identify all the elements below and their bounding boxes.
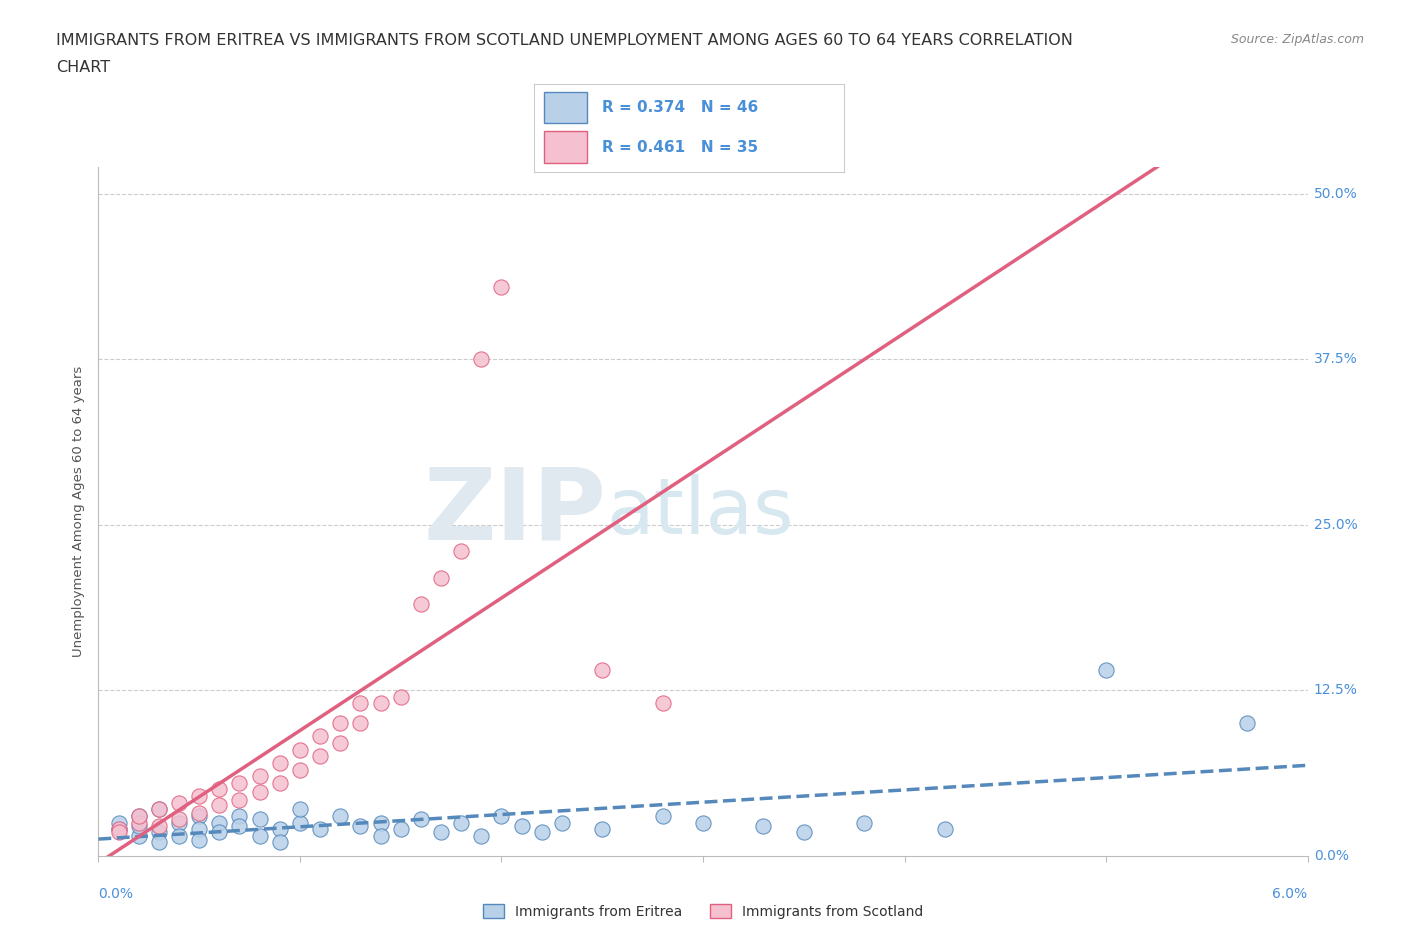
Point xyxy=(591,663,613,678)
Text: 0.0%: 0.0% xyxy=(98,886,134,900)
Point xyxy=(107,815,129,830)
Point xyxy=(188,805,211,820)
Text: atlas: atlas xyxy=(606,473,794,550)
Point xyxy=(228,792,250,807)
Point xyxy=(249,811,271,826)
Text: 0.0%: 0.0% xyxy=(1313,848,1348,863)
Point xyxy=(188,832,211,847)
Point xyxy=(370,829,392,844)
Point xyxy=(167,829,190,844)
Point xyxy=(269,822,291,837)
Point xyxy=(409,597,432,612)
Point xyxy=(450,544,472,559)
Point xyxy=(491,808,513,823)
Point xyxy=(288,742,311,757)
Point xyxy=(148,802,170,817)
Point xyxy=(491,279,513,294)
Point xyxy=(329,808,352,823)
Point xyxy=(551,815,574,830)
Point xyxy=(692,815,714,830)
Text: 12.5%: 12.5% xyxy=(1313,684,1358,698)
Point xyxy=(128,819,150,834)
Point xyxy=(228,776,250,790)
Point xyxy=(228,819,250,834)
Point xyxy=(389,689,412,704)
Point xyxy=(752,819,775,834)
FancyBboxPatch shape xyxy=(544,92,586,124)
Text: 25.0%: 25.0% xyxy=(1313,518,1357,532)
Point xyxy=(510,819,533,834)
Point xyxy=(128,808,150,823)
Point xyxy=(249,829,271,844)
Point xyxy=(309,749,332,764)
Legend: Immigrants from Eritrea, Immigrants from Scotland: Immigrants from Eritrea, Immigrants from… xyxy=(478,898,928,924)
Text: 50.0%: 50.0% xyxy=(1313,187,1357,201)
Point xyxy=(208,824,231,839)
Point xyxy=(591,822,613,837)
Point xyxy=(409,811,432,826)
Point xyxy=(269,835,291,850)
Point xyxy=(1095,663,1118,678)
Point xyxy=(349,716,371,731)
Point xyxy=(309,822,332,837)
Point xyxy=(329,736,352,751)
Point xyxy=(793,824,815,839)
Point xyxy=(148,802,170,817)
Point xyxy=(148,835,170,850)
Text: 37.5%: 37.5% xyxy=(1313,352,1357,366)
Point xyxy=(651,696,673,711)
Point xyxy=(228,808,250,823)
Point xyxy=(470,352,492,366)
Point xyxy=(651,808,673,823)
Text: R = 0.461   N = 35: R = 0.461 N = 35 xyxy=(602,140,758,154)
Point xyxy=(249,769,271,784)
Point xyxy=(167,811,190,826)
Point xyxy=(430,824,453,839)
Text: CHART: CHART xyxy=(56,60,110,75)
Point xyxy=(107,824,129,839)
Point xyxy=(530,824,553,839)
Text: Source: ZipAtlas.com: Source: ZipAtlas.com xyxy=(1230,33,1364,46)
Text: ZIP: ZIP xyxy=(423,463,606,560)
Y-axis label: Unemployment Among Ages 60 to 64 years: Unemployment Among Ages 60 to 64 years xyxy=(72,365,86,658)
Point xyxy=(188,808,211,823)
Point xyxy=(370,815,392,830)
Point xyxy=(934,822,956,837)
Point xyxy=(370,696,392,711)
Point xyxy=(329,716,352,731)
Point xyxy=(1236,716,1258,731)
Point xyxy=(853,815,876,830)
Point xyxy=(430,570,453,585)
Point xyxy=(107,822,129,837)
Point xyxy=(470,829,492,844)
Point xyxy=(309,729,332,744)
Point xyxy=(288,763,311,777)
Point xyxy=(148,824,170,839)
Point xyxy=(208,798,231,813)
Point xyxy=(167,795,190,810)
Point xyxy=(167,815,190,830)
Text: R = 0.374   N = 46: R = 0.374 N = 46 xyxy=(602,100,759,115)
Point xyxy=(107,822,129,837)
Point xyxy=(288,802,311,817)
Point xyxy=(128,808,150,823)
Point xyxy=(269,776,291,790)
Point xyxy=(389,822,412,837)
Point xyxy=(288,815,311,830)
Text: 6.0%: 6.0% xyxy=(1272,886,1308,900)
Text: IMMIGRANTS FROM ERITREA VS IMMIGRANTS FROM SCOTLAND UNEMPLOYMENT AMONG AGES 60 T: IMMIGRANTS FROM ERITREA VS IMMIGRANTS FR… xyxy=(56,33,1073,47)
FancyBboxPatch shape xyxy=(544,131,586,164)
Point xyxy=(128,829,150,844)
Point xyxy=(188,822,211,837)
Point xyxy=(188,789,211,804)
Point xyxy=(128,815,150,830)
Point xyxy=(208,815,231,830)
Point xyxy=(249,785,271,800)
Point xyxy=(269,755,291,770)
Point xyxy=(148,819,170,834)
Point xyxy=(208,782,231,797)
Point xyxy=(349,819,371,834)
Point xyxy=(450,815,472,830)
Point xyxy=(349,696,371,711)
